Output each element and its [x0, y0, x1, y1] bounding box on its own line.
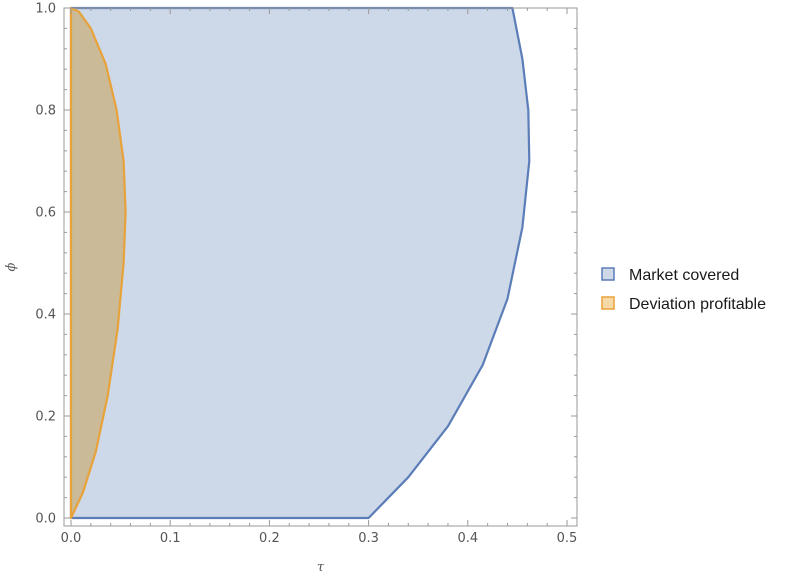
legend-swatch-market-covered: [601, 267, 615, 281]
x-tick-label: 0.1: [160, 531, 181, 546]
y-tick-label: 0.2: [35, 410, 56, 425]
legend: Market covered Deviation profitable: [601, 267, 766, 313]
x-tick-label: 0.5: [557, 531, 578, 546]
region-market-covered: [69, 6, 531, 520]
y-tick-label: 0.6: [35, 206, 56, 221]
legend-item-market-covered: Market covered: [601, 267, 739, 284]
y-axis-title: ϕ: [4, 262, 19, 271]
y-tick-label: 0.4: [35, 308, 56, 323]
x-tick-label: 0.0: [61, 531, 82, 546]
tick-labels: 0.0 0.1 0.2 0.3 0.4 0.5 0.0 0.2 0.4 0.6 0.8 1.0: [35, 2, 577, 547]
y-tick-label: 0.8: [35, 104, 56, 119]
x-tick-label: 0.4: [457, 531, 478, 546]
legend-label-deviation-profitable: Deviation profitable: [629, 296, 766, 313]
plot-area: [69, 6, 531, 520]
region-deviation-profitable: [69, 6, 127, 520]
legend-label-market-covered: Market covered: [629, 267, 739, 284]
axis-ticks: [64, 7, 577, 526]
x-tick-label: 0.2: [259, 531, 280, 546]
y-tick-label: 0.0: [35, 512, 56, 527]
x-axis-title: τ: [317, 560, 325, 575]
plot-frame: [63, 7, 578, 527]
x-tick-label: 0.3: [358, 531, 379, 546]
legend-item-deviation-profitable: Deviation profitable: [601, 296, 766, 313]
y-tick-label: 1.0: [35, 2, 56, 17]
legend-swatch-deviation-profitable: [601, 296, 615, 310]
